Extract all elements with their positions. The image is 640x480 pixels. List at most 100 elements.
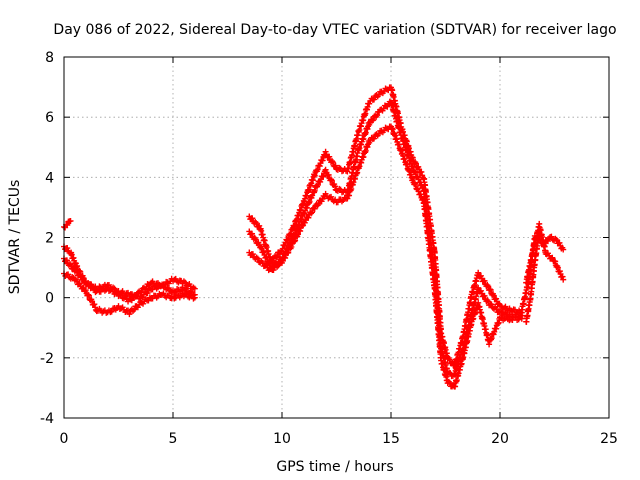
- data-point: [131, 306, 138, 313]
- axes: 0 5 10 15 20 25 -4 -2 0 2 4 6 8: [40, 50, 618, 447]
- data-point: [487, 286, 494, 293]
- data-point: [475, 284, 482, 291]
- data-point: [308, 209, 315, 216]
- data-point: [288, 243, 295, 250]
- data-point: [418, 168, 425, 175]
- data-point: [488, 301, 495, 308]
- data-point: [249, 251, 256, 258]
- y-tick-label: 6: [45, 110, 54, 126]
- y-tick-label: -2: [40, 351, 54, 367]
- data-point: [259, 259, 266, 266]
- data-point: [291, 238, 298, 245]
- data-point: [285, 249, 292, 256]
- data-point: [91, 301, 98, 308]
- data-point: [253, 254, 260, 261]
- data-point: [477, 287, 484, 294]
- data-point: [409, 163, 416, 170]
- data-point: [275, 262, 282, 269]
- data-point: [417, 179, 424, 186]
- data-point: [329, 159, 336, 166]
- x-tick-label: 15: [382, 431, 400, 447]
- data-point: [191, 285, 198, 292]
- data-point: [311, 172, 318, 179]
- data-point: [144, 290, 151, 297]
- data-point: [254, 255, 261, 262]
- data-point: [76, 280, 83, 287]
- data-point: [493, 305, 500, 312]
- y-tick-label: 0: [45, 291, 54, 307]
- data-point: [319, 157, 326, 164]
- data-point: [67, 262, 74, 269]
- x-tick-label: 5: [169, 431, 178, 447]
- data-point: [165, 285, 172, 292]
- data-point: [67, 217, 74, 224]
- data-point: [294, 231, 301, 238]
- data-point: [374, 112, 381, 119]
- data-point: [484, 297, 491, 304]
- data-point: [328, 158, 335, 165]
- data-point: [481, 277, 488, 284]
- data-point: [414, 173, 421, 180]
- data-point: [560, 246, 567, 253]
- data-point: [412, 181, 419, 188]
- data-point: [66, 261, 73, 268]
- data-point: [64, 245, 71, 252]
- data-point: [311, 205, 318, 212]
- x-tick-label: 10: [273, 431, 291, 447]
- data-point: [536, 228, 543, 235]
- data-point: [366, 100, 373, 107]
- data-point: [63, 257, 70, 264]
- data-point: [273, 254, 280, 261]
- data-point: [314, 182, 321, 189]
- data-point: [252, 218, 259, 225]
- data-point: [297, 228, 304, 235]
- x-axis-label: GPS time / hours: [276, 459, 393, 475]
- data-point: [477, 272, 484, 279]
- x-tick-label: 20: [491, 431, 509, 447]
- data-point: [274, 263, 281, 270]
- data-point: [325, 171, 332, 178]
- data-point: [125, 289, 132, 296]
- data-point: [446, 379, 453, 386]
- data-point: [560, 276, 567, 283]
- data-point: [253, 220, 260, 227]
- data-point: [249, 215, 256, 222]
- data-point: [366, 139, 373, 146]
- data-point: [490, 292, 497, 299]
- data-point: [328, 177, 335, 184]
- data-point: [316, 163, 323, 170]
- data-point: [85, 291, 92, 298]
- data-point: [419, 184, 426, 191]
- data-point: [191, 294, 198, 301]
- data-point: [292, 237, 299, 244]
- x-tick-label: 0: [60, 431, 69, 447]
- data-point: [249, 230, 256, 237]
- data-point: [371, 96, 378, 103]
- data-point: [308, 210, 315, 217]
- data-point: [76, 271, 83, 278]
- data-point: [105, 281, 112, 288]
- data-point: [74, 263, 81, 270]
- chart-title: Day 086 of 2022, Sidereal Day-to-day VTE…: [53, 22, 616, 38]
- data-point: [258, 245, 265, 252]
- data-point: [88, 281, 95, 288]
- data-point: [414, 185, 421, 192]
- data-point: [311, 187, 318, 194]
- data-point: [409, 175, 416, 182]
- data-point: [556, 239, 563, 246]
- data-point: [375, 91, 382, 98]
- data-point: [82, 287, 89, 294]
- data-point: [314, 166, 321, 173]
- data-point: [366, 121, 373, 128]
- data-point: [331, 183, 338, 190]
- y-tick-label: 8: [45, 50, 54, 66]
- data-point: [445, 378, 452, 385]
- data-point: [139, 294, 146, 301]
- data-point: [553, 236, 560, 243]
- data-point: [484, 282, 491, 289]
- data-point: [326, 153, 333, 160]
- data-point: [446, 356, 453, 363]
- data-point: [64, 222, 71, 229]
- data-point: [287, 230, 294, 237]
